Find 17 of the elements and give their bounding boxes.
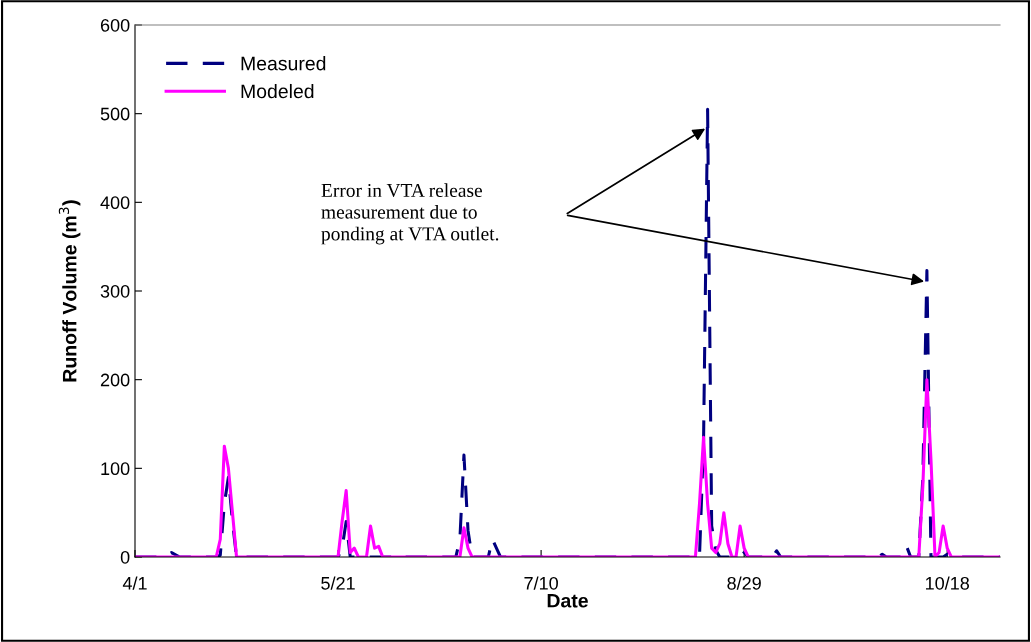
x-tick-label: 10/18 xyxy=(925,576,970,590)
y-tick-label: 600 xyxy=(100,18,130,32)
x-tick-label: 7/10 xyxy=(524,576,558,590)
y-tick-label: 300 xyxy=(100,284,130,298)
x-tick-label: 4/1 xyxy=(122,576,147,590)
legend-label: Measured xyxy=(241,56,326,71)
x-axis-title: Date xyxy=(547,593,588,608)
y-axis-title: Runoff Volume (m$^{3}$) xyxy=(58,200,81,382)
y-tick-label: 200 xyxy=(100,373,130,387)
y-tick-label: 500 xyxy=(100,107,130,121)
annotation: Error in VTA release measurement due to ponding at VTA outlet. xyxy=(321,183,499,245)
y-tick-label: 400 xyxy=(100,196,130,210)
legend-label: Modeled xyxy=(241,83,314,99)
x-tick-label: 8/29 xyxy=(727,576,761,590)
x-tick-label: 5/21 xyxy=(321,576,355,590)
y-tick-label: 100 xyxy=(101,462,130,476)
y-tick-label: 0 xyxy=(120,550,130,564)
